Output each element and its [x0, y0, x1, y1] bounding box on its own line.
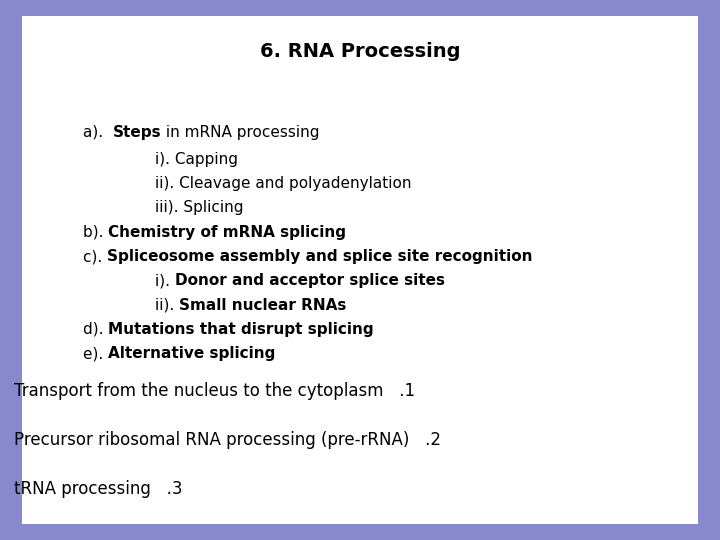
Text: b).: b). — [83, 225, 108, 240]
Text: i). Capping: i). Capping — [155, 152, 238, 167]
Text: a).: a). — [83, 125, 112, 140]
FancyBboxPatch shape — [22, 16, 698, 524]
Text: Donor and acceptor splice sites: Donor and acceptor splice sites — [175, 273, 445, 288]
Text: c).: c). — [83, 249, 107, 264]
Text: d).: d). — [83, 322, 108, 337]
Text: Alternative splicing: Alternative splicing — [108, 346, 275, 361]
Text: ii).: ii). — [155, 298, 179, 313]
Text: Steps: Steps — [112, 125, 161, 140]
Text: e).: e). — [83, 346, 108, 361]
Text: i).: i). — [155, 273, 175, 288]
Text: Precursor ribosomal RNA processing (pre-rRNA)   .2: Precursor ribosomal RNA processing (pre-… — [14, 431, 441, 449]
Text: Small nuclear RNAs: Small nuclear RNAs — [179, 298, 346, 313]
Text: ii). Cleavage and polyadenylation: ii). Cleavage and polyadenylation — [155, 176, 411, 191]
Text: iii). Splicing: iii). Splicing — [155, 200, 243, 215]
Text: Mutations that disrupt splicing: Mutations that disrupt splicing — [108, 322, 374, 337]
Text: in mRNA processing: in mRNA processing — [161, 125, 320, 140]
Text: tRNA processing   .3: tRNA processing .3 — [14, 480, 183, 498]
Text: Chemistry of mRNA splicing: Chemistry of mRNA splicing — [108, 225, 346, 240]
Text: Transport from the nucleus to the cytoplasm   .1: Transport from the nucleus to the cytopl… — [14, 382, 415, 401]
Text: 6. RNA Processing: 6. RNA Processing — [260, 42, 460, 61]
Text: Spliceosome assembly and splice site recognition: Spliceosome assembly and splice site rec… — [107, 249, 532, 264]
